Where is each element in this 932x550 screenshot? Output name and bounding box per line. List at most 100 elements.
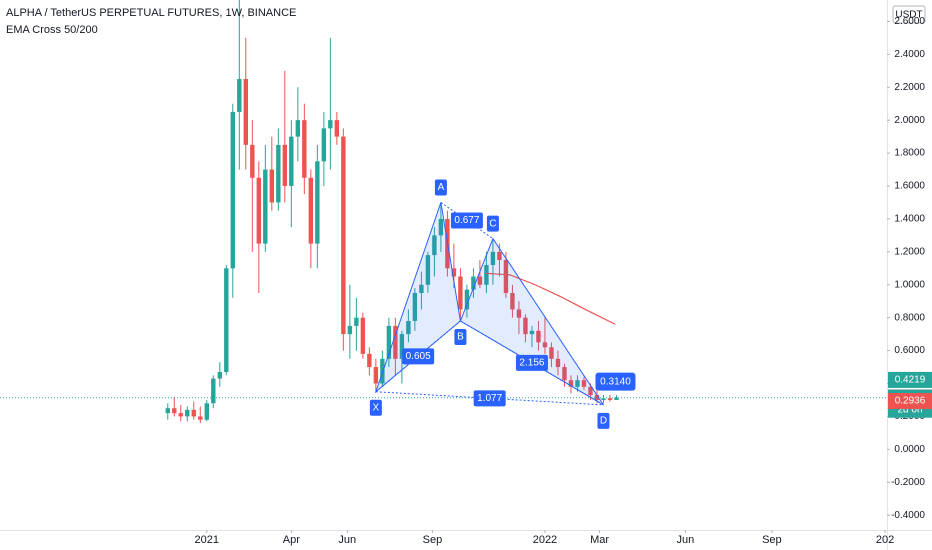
price-box xyxy=(888,371,932,388)
candle-body xyxy=(341,136,346,335)
candle-body xyxy=(490,251,496,265)
point-box xyxy=(434,179,447,196)
candle-body xyxy=(386,325,392,359)
candle-body xyxy=(282,144,288,186)
candle-body xyxy=(419,284,424,293)
candle-body xyxy=(471,276,476,290)
countdown-label: 2d 0h xyxy=(897,404,922,415)
price-label: 0.4219 xyxy=(895,375,926,386)
candle-body xyxy=(198,416,203,420)
point-label: B xyxy=(457,332,464,343)
x-tick-label: 202 xyxy=(876,534,894,546)
candle-body xyxy=(497,251,502,261)
candle-body xyxy=(204,403,209,420)
candle-body xyxy=(477,276,483,285)
point-label: A xyxy=(438,182,445,193)
candle-body xyxy=(308,177,314,244)
candle-body xyxy=(562,367,567,381)
pattern-price-box xyxy=(595,372,636,391)
x-tick-label: Mar xyxy=(590,534,609,546)
candle-body xyxy=(581,380,587,387)
point-box xyxy=(486,215,499,232)
y-tick-label: 1.4000 xyxy=(894,214,925,225)
candle-body xyxy=(328,120,333,129)
candle-body xyxy=(302,120,307,178)
candle-body xyxy=(211,378,216,404)
candle-body xyxy=(451,268,457,277)
candle-body xyxy=(523,317,528,335)
y-tick-label: 2.6000 xyxy=(894,16,925,27)
candle-body xyxy=(510,292,515,310)
candle-body xyxy=(406,320,411,335)
pattern-price-label: 0.3140 xyxy=(600,376,631,387)
candle-body xyxy=(432,235,437,256)
y-tick-label: 1.8000 xyxy=(894,148,925,159)
candle-body xyxy=(185,409,190,417)
candle-body xyxy=(380,358,385,384)
candle-body xyxy=(178,413,183,417)
candle-body xyxy=(172,408,177,414)
candle-body xyxy=(516,309,522,318)
ema-line xyxy=(485,272,616,325)
candle-body xyxy=(536,330,541,343)
candle-body xyxy=(607,398,613,400)
price-label: 0.2936 xyxy=(895,396,926,407)
candle-body xyxy=(529,330,535,335)
candle-body xyxy=(588,386,593,396)
candle-body xyxy=(568,380,574,387)
y-tick-label: 1.2000 xyxy=(894,246,925,257)
candle-body xyxy=(484,265,489,285)
x-tick-label: Sep xyxy=(423,534,443,546)
y-tick-label: 0.8000 xyxy=(894,312,925,323)
point-box xyxy=(597,412,610,429)
point-label: X xyxy=(373,402,380,413)
candle-body xyxy=(321,128,327,162)
price-box xyxy=(888,393,932,410)
candle-body xyxy=(542,342,548,348)
point-box xyxy=(369,399,382,416)
candle-body xyxy=(549,347,554,359)
pattern-ratio-line xyxy=(440,202,494,240)
candle-body xyxy=(354,317,359,326)
ratio-box xyxy=(515,354,548,371)
ratio-label: 0.677 xyxy=(454,215,479,226)
indicator-title: EMA Cross 50/200 xyxy=(6,24,98,36)
ratio-box xyxy=(450,212,483,229)
x-tick-label: Sep xyxy=(762,534,782,546)
y-tick-label: 0.6000 xyxy=(894,345,925,356)
currency-box[interactable] xyxy=(892,5,926,24)
x-tick-label: Apr xyxy=(283,534,300,546)
candle-body xyxy=(289,136,294,186)
x-tick-label: 2021 xyxy=(195,534,219,546)
candle-body xyxy=(425,255,431,285)
x-tick-label: Jun xyxy=(338,534,356,546)
chart-title: ALPHA / TetherUS PERPETUAL FUTURES, 1W, … xyxy=(6,7,296,19)
candle-body xyxy=(347,325,353,335)
ratio-label: 0.605 xyxy=(406,351,431,362)
x-tick-label: Jun xyxy=(677,534,695,546)
ratio-box xyxy=(473,390,506,407)
candle-body xyxy=(373,367,379,384)
candle-body xyxy=(555,358,561,368)
candle-body xyxy=(263,169,268,244)
candle-body xyxy=(237,79,242,112)
ratio-label: 1.077 xyxy=(477,393,502,404)
candle-body xyxy=(575,380,580,387)
y-tick-label: 1.6000 xyxy=(894,181,925,192)
candle-body xyxy=(295,120,301,137)
candle-body xyxy=(315,161,320,244)
y-tick-label: -0.4000 xyxy=(891,510,925,521)
y-tick-label: 2.0000 xyxy=(894,115,925,126)
currency-label[interactable]: USDT xyxy=(895,10,922,21)
candle-body xyxy=(360,317,366,354)
y-tick-label: 0.0000 xyxy=(894,444,925,455)
candle-body xyxy=(412,292,418,321)
candle-body xyxy=(165,408,170,414)
candle-body xyxy=(614,397,619,400)
x-tick-label: 2022 xyxy=(533,534,557,546)
y-tick-label: 1.0000 xyxy=(894,279,925,290)
candle-body xyxy=(399,334,405,359)
candle-body xyxy=(224,268,229,372)
